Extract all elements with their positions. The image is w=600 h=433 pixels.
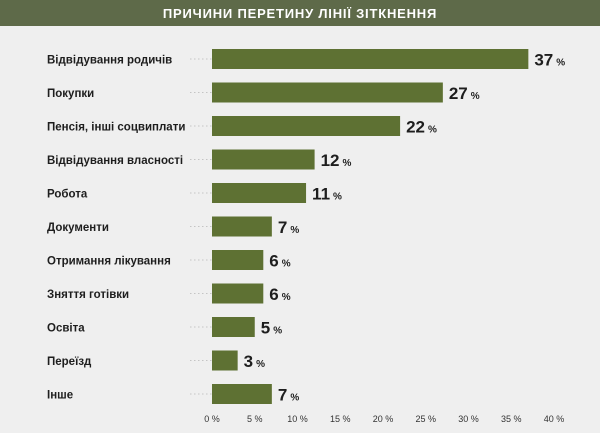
data-label: 3% — [244, 352, 265, 371]
x-tick-label: 35 % — [501, 414, 522, 424]
category-label: Зняття готівки — [47, 289, 129, 301]
bar — [212, 350, 238, 371]
data-label: 7% — [278, 218, 299, 237]
bar — [212, 283, 264, 304]
chart-title: ПРИЧИНИ ПЕРЕТИНУ ЛІНІЇ ЗІТКНЕННЯ — [162, 5, 438, 21]
bar — [212, 384, 272, 404]
category-label: Пенсія, інші соцвиплати — [47, 122, 185, 134]
x-tick-label: 0 % — [204, 414, 220, 424]
data-label: 37% — [534, 51, 565, 70]
x-tick-label: 20 % — [373, 414, 394, 424]
bar — [212, 250, 264, 270]
category-label: Відвідування родичів — [47, 55, 172, 67]
category-label: Інше — [47, 390, 73, 402]
category-label: Відвідування власності — [47, 155, 183, 167]
x-tick-label: 25 % — [415, 414, 436, 424]
category-label: Покупки — [47, 88, 94, 100]
data-label: 27% — [449, 84, 480, 103]
x-tick-label: 15 % — [330, 414, 351, 424]
x-tick-label: 10 % — [287, 414, 308, 424]
category-label: Освіта — [47, 323, 85, 335]
x-tick-label: 5 % — [247, 414, 263, 424]
bar — [212, 116, 401, 136]
bar — [212, 49, 529, 69]
bar-chart: Відвідування родичів 37 % Покупки 27 % Пенсія,… — [47, 49, 565, 424]
data-label: 7% — [278, 386, 299, 405]
data-label: 6% — [269, 252, 290, 271]
chart-area: Відвідування родичів 37% Покупки 27% Пенсія,… — [0, 26, 600, 433]
data-label: 5% — [261, 319, 282, 338]
category-label: Отримання лікування — [47, 256, 171, 268]
bar — [212, 317, 255, 337]
data-label: 11% — [312, 185, 342, 204]
data-label: 22% — [406, 118, 437, 137]
chart-title-banner: ПРИЧИНИ ПЕРЕТИНУ ЛІНІЇ ЗІТКНЕННЯ — [0, 0, 600, 26]
x-tick-label: 30 % — [458, 414, 479, 424]
category-label: Переїзд — [47, 356, 92, 368]
data-label: 12% — [321, 151, 352, 170]
category-label: Робота — [47, 189, 88, 201]
x-tick-label: 40 % — [544, 414, 565, 424]
bar — [212, 82, 443, 103]
bar — [212, 183, 307, 203]
bar — [212, 216, 272, 237]
bar — [212, 149, 315, 170]
category-label: Документи — [47, 222, 109, 234]
data-label: 6% — [269, 285, 290, 304]
